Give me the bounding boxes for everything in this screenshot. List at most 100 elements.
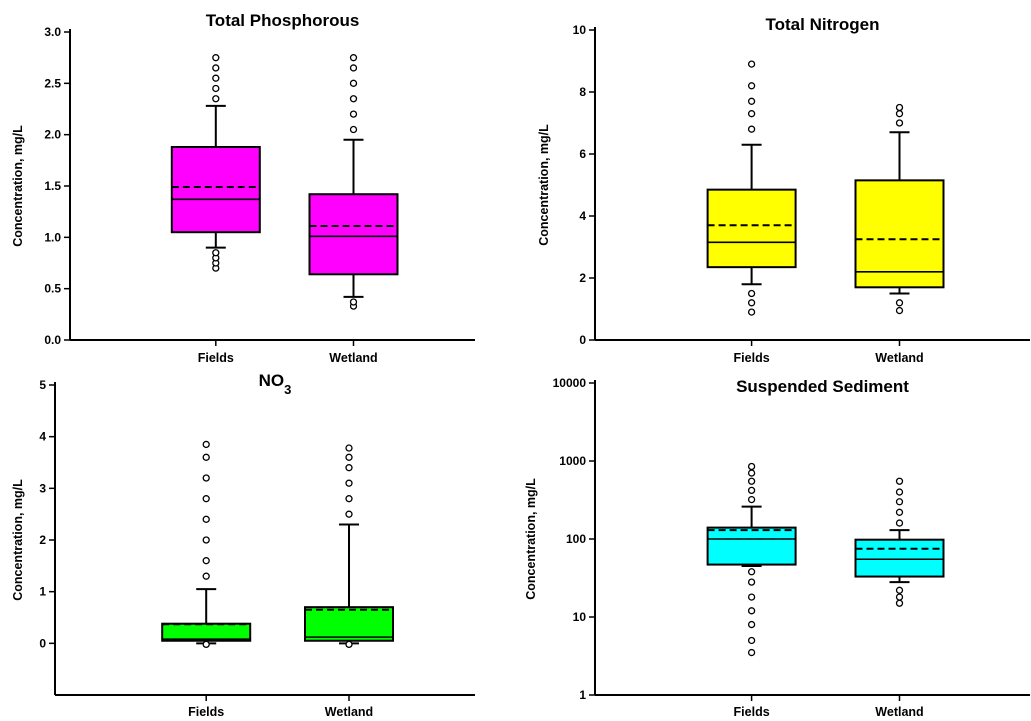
outlier-point	[202, 640, 210, 649]
outlier-point	[747, 97, 756, 105]
outlier-point	[895, 488, 904, 496]
panel-suspended-sediment: Suspended Sediment Concentration, mg/L 1 10…	[524, 376, 1030, 719]
outlier-point	[212, 249, 220, 257]
outlier-point	[345, 464, 353, 472]
y-tick-label: 8	[579, 85, 586, 99]
box-fields	[706, 60, 797, 316]
outlier-point	[212, 74, 220, 82]
category-label: Wetland	[325, 705, 373, 719]
y-tick-label: 1	[579, 688, 586, 702]
y-tick-label: 2	[579, 271, 586, 285]
panel-title: Suspended Sediment	[736, 377, 909, 396]
y-tick-label: 10	[573, 610, 587, 624]
outlier-point	[747, 620, 756, 629]
box-body	[854, 179, 945, 289]
panel-no3: NO3 Concentration, mg/L 0 1 2 3 4 5 Fields Wetlan…	[11, 371, 475, 719]
outlier-point	[212, 95, 220, 103]
y-tick-label: 1.0	[44, 230, 61, 244]
category-label: Wetland	[329, 351, 377, 365]
outlier-point	[747, 648, 756, 657]
outlier-point	[895, 110, 904, 118]
outlier-point	[345, 453, 353, 461]
y-axis-label: Concentration, mg/L	[11, 125, 25, 247]
box-fields	[706, 462, 797, 657]
outlier-point	[747, 486, 756, 495]
y-tick-label: 1.5	[44, 179, 61, 193]
outlier-point	[202, 572, 210, 580]
category-label: Wetland	[875, 351, 923, 365]
y-tick-label: 0	[579, 333, 586, 347]
category-label: Fields	[734, 705, 770, 719]
y-tick-label: 0.5	[44, 282, 61, 296]
panel-total-phosphorous: Total Phosphorous Concentration, mg/L 0.0 0…	[11, 11, 475, 365]
outlier-point	[212, 84, 220, 93]
outlier-point	[202, 453, 210, 461]
box-wetland	[308, 54, 399, 310]
y-tick-label: 2.5	[44, 76, 61, 90]
y-tick-label: 4	[39, 430, 46, 444]
outlier-point	[747, 636, 756, 645]
box-wetland	[304, 444, 394, 649]
box-body	[706, 526, 797, 566]
outlier-point	[895, 477, 904, 485]
outlier-point	[747, 477, 756, 485]
outlier-point	[202, 440, 210, 449]
outlier-point	[747, 469, 756, 477]
panel-total-nitrogen: Total Nitrogen Concentration, mg/L 0 2 4 6 8 10…	[537, 15, 1030, 365]
box-body	[304, 606, 394, 642]
y-axis-label: Concentration, mg/L	[524, 478, 538, 600]
outlier-point	[349, 125, 358, 134]
outlier-point	[895, 599, 904, 607]
y-tick-label: 100	[566, 532, 586, 546]
box-wetland	[854, 103, 945, 315]
y-tick-label: 2.0	[44, 128, 61, 142]
y-axis-label: Concentration, mg/L	[11, 479, 25, 601]
outlier-point	[345, 640, 353, 649]
box-wetland	[854, 477, 945, 607]
outlier-point	[349, 54, 358, 62]
y-tick-label: 10000	[553, 376, 587, 390]
outlier-point	[895, 306, 904, 315]
y-tick-label: 3.0	[44, 25, 61, 39]
outlier-point	[747, 593, 756, 601]
y-axis-label: Concentration, mg/L	[537, 124, 551, 246]
y-tick-label: 0	[39, 636, 46, 650]
outlier-point	[747, 110, 756, 118]
box-fields	[170, 54, 261, 272]
outlier-point	[895, 593, 904, 601]
outlier-point	[349, 298, 358, 306]
outlier-point	[202, 474, 210, 482]
outlier-point	[202, 536, 210, 544]
category-label: Fields	[188, 705, 224, 719]
panel-title: Total Nitrogen	[766, 15, 880, 34]
outlier-point	[747, 495, 756, 504]
category-label: Fields	[734, 351, 770, 365]
outlier-point	[895, 119, 904, 127]
outlier-point	[747, 462, 756, 471]
box-body	[854, 538, 945, 578]
y-tick-label: 4	[579, 209, 586, 223]
outlier-point	[349, 79, 358, 87]
outlier-point	[747, 578, 756, 586]
y-tick-label: 10	[573, 23, 587, 37]
box-fields	[161, 440, 252, 649]
outlier-point	[747, 568, 756, 576]
outlier-point	[895, 519, 904, 527]
outlier-point	[202, 495, 210, 503]
outlier-point	[349, 110, 358, 118]
outlier-point	[349, 95, 358, 103]
outlier-point	[345, 510, 353, 518]
outlier-point	[895, 299, 904, 307]
box-body	[308, 193, 399, 276]
outlier-point	[747, 607, 756, 615]
y-tick-label: 3	[39, 481, 46, 495]
y-tick-label: 0.0	[44, 333, 61, 347]
outlier-point	[345, 495, 353, 503]
outlier-point	[895, 498, 904, 506]
outlier-point	[202, 515, 210, 523]
box-body	[170, 145, 261, 234]
y-tick-label: 1000	[559, 454, 586, 468]
panel-title: NO3	[259, 371, 292, 397]
outlier-point	[747, 60, 756, 68]
